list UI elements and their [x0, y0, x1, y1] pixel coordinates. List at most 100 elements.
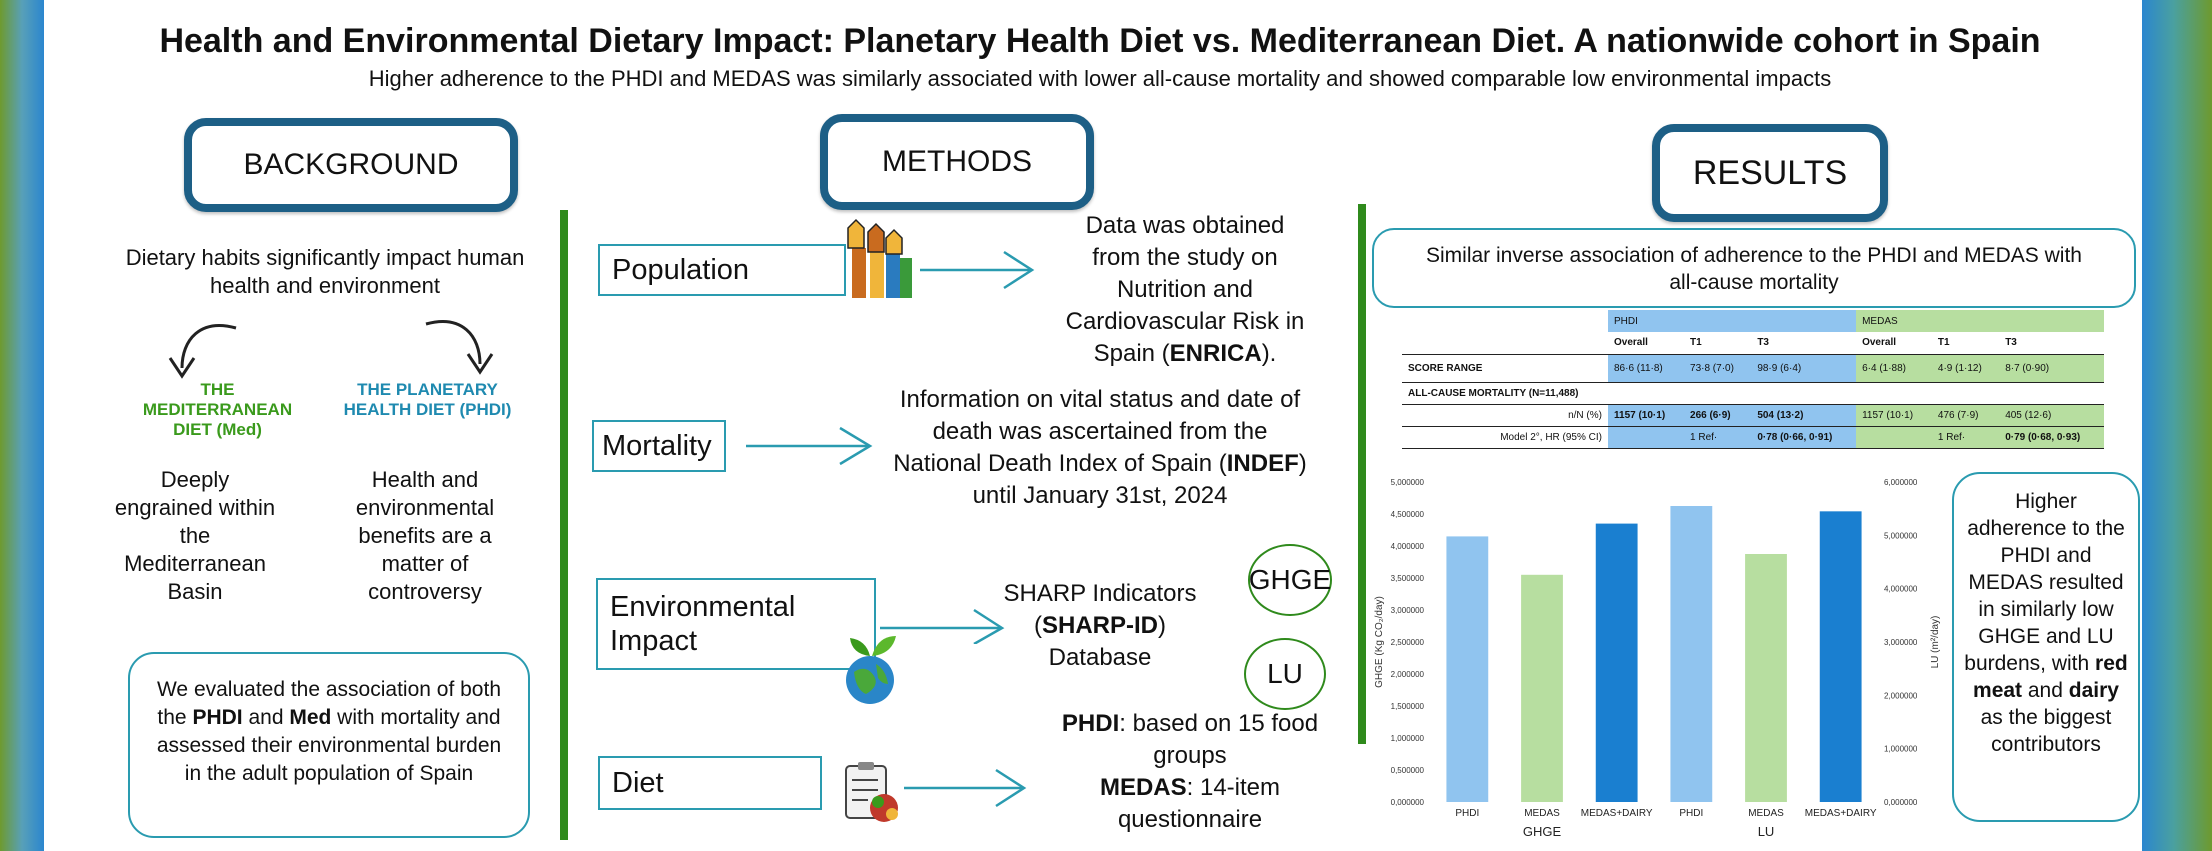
- population-desc-text: Data was obtained from the study on Nutr…: [1065, 212, 1305, 367]
- right-decorative-edge: [2142, 0, 2212, 851]
- diet-description: PHDI: based on 15 food groups MEDAS: 14-…: [1040, 708, 1340, 836]
- x-category-label: PHDI: [1455, 808, 1479, 819]
- left-axis-tick-label: 1,000000: [1391, 734, 1425, 743]
- table-row: ALL-CAUSE MORTALITY (N=11,488): [1402, 382, 2104, 404]
- aim-box: We evaluated the association of both the…: [128, 652, 530, 838]
- table-cell: 73·8 (7·0): [1684, 354, 1752, 382]
- background-intro: Dietary habits significantly impact huma…: [125, 245, 525, 298]
- chart-bar: [1745, 554, 1787, 802]
- aim-med-bold: Med: [289, 706, 332, 729]
- population-description: Data was obtained from the study on Nutr…: [1060, 210, 1310, 370]
- raised-hands-icon: [847, 218, 912, 298]
- summary-dairy-bold: dairy: [2068, 679, 2119, 702]
- right-axis-tick-label: 0,000000: [1884, 798, 1918, 807]
- earth-plant-icon: [846, 636, 896, 704]
- diet-medas-text: : 14-item questionnaire: [1117, 774, 1281, 833]
- aim-phdi-bold: PHDI: [192, 706, 243, 729]
- table-cell: 86·6 (11·8): [1608, 354, 1685, 382]
- table-cell: [1608, 426, 1685, 448]
- table-cell: 6·4 (1·88): [1856, 354, 1932, 382]
- mortality-box: Mortality: [592, 420, 726, 472]
- environment-box: Environmental Impact: [596, 578, 876, 670]
- x-category-label: MEDAS+DAIRY: [1805, 808, 1877, 819]
- summary-box: Higher adherence to the PHDI and MEDAS r…: [1952, 472, 2140, 822]
- left-axis-tick-label: 1,500000: [1391, 702, 1425, 711]
- right-axis-tick-label: 5,000000: [1884, 531, 1918, 540]
- left-axis-tick-label: 4,000000: [1391, 542, 1425, 551]
- diet-label: Diet: [612, 766, 664, 799]
- right-axis-tick-label: 6,000000: [1884, 478, 1918, 487]
- left-decorative-edge: [0, 0, 44, 851]
- table-group-phdi: PHDI: [1608, 310, 1857, 332]
- left-axis-tick-label: 2,000000: [1391, 670, 1425, 679]
- diet-medas-bold: MEDAS: [1099, 774, 1187, 801]
- page-title: Health and Environmental Dietary Impact:…: [159, 22, 2041, 60]
- results-header-label: RESULTS: [1692, 153, 1848, 192]
- mortality-label: Mortality: [602, 429, 712, 462]
- finding-text: Similar inverse association of adherence…: [1426, 244, 2082, 294]
- page-subtitle: Higher adherence to the PHDI and MEDAS w…: [368, 66, 1832, 91]
- right-axis-title: LU (m²/day): [1930, 616, 1941, 669]
- arrow-mortality-icon: [746, 426, 873, 466]
- summary-text: Higher adherence to the PHDI and MEDAS r…: [1954, 474, 2138, 758]
- column-divider-1: [560, 210, 568, 840]
- table-cell: 1 Ref·: [1684, 426, 1752, 448]
- table-cell: 0·78 (0·66, 0·91): [1751, 426, 1857, 448]
- results-table-grid: PHDI MEDAS Overall T1 T3 Overall T1 T3 S…: [1402, 310, 2104, 449]
- table-row: SCORE RANGE 86·6 (11·8) 73·8 (7·0) 98·9 …: [1402, 354, 2104, 382]
- environment-label: Environmental Impact: [610, 591, 796, 657]
- x-category-label: MEDAS: [1524, 808, 1560, 819]
- x-group-label: LU: [1758, 824, 1775, 839]
- table-group-medas: MEDAS: [1856, 310, 2104, 332]
- table-row-label: n/N (%): [1568, 409, 1602, 421]
- chart-bar: [1595, 523, 1638, 802]
- arrow-diet-icon: [904, 768, 1027, 808]
- population-desc-bold: ENRICA: [1169, 340, 1262, 367]
- diet-phdi-bold: PHDI: [1061, 710, 1120, 737]
- table-cell: 1 Ref·: [1931, 426, 2000, 448]
- table-cell: 476 (7·9): [1931, 404, 2000, 426]
- left-axis-tick-label: 0,500000: [1391, 766, 1425, 775]
- summary-text-part: as the biggest contributors: [1980, 706, 2112, 756]
- diet-phdi-line: PHDI: based on 15 food groups: [1040, 708, 1340, 772]
- x-category-label: PHDI: [1679, 808, 1703, 819]
- table-cell: 266 (6·9): [1684, 404, 1752, 426]
- table-col-header: T1: [1937, 337, 1950, 349]
- left-axis-tick-label: 0,000000: [1391, 798, 1425, 807]
- table-cell: 1157 (10·1): [1608, 404, 1685, 426]
- table-col-header: T1: [1690, 337, 1702, 349]
- background-header-label: BACKGROUND: [243, 148, 459, 181]
- mortality-desc-bold: INDEF: [1226, 450, 1299, 477]
- results-header: RESULTS: [1652, 124, 1888, 222]
- mortality-desc-text: ) until January 31st, 2024: [972, 450, 1307, 509]
- left-axis-tick-label: 2,500000: [1391, 638, 1425, 647]
- curved-arrow-med-icon: [168, 324, 237, 379]
- chart-bar: [1446, 536, 1489, 802]
- left-axis-tick-label: 5,000000: [1391, 478, 1425, 487]
- table-cell: 8·7 (0·90): [1999, 354, 2104, 382]
- environment-desc-text: SHARP Indicators (: [1003, 580, 1197, 639]
- table-cell: [1856, 426, 1932, 448]
- table-cell: [1402, 332, 1608, 354]
- table-col-header: Overall: [1862, 337, 1897, 349]
- clipboard-food-icon: [845, 762, 898, 822]
- arrow-environment-icon: [880, 608, 1005, 644]
- phdi-diet-name: THE PLANETARY HEALTH DIET (PHDI): [343, 380, 512, 419]
- chart-bar: [1819, 511, 1862, 802]
- med-description: Deeply engrained within the Mediterranea…: [114, 467, 276, 604]
- finding-box: Similar inverse association of adherence…: [1372, 228, 2136, 308]
- population-box: Population: [598, 244, 846, 296]
- ghge-circle: GHGE: [1248, 544, 1332, 616]
- mortality-desc-text: Information on vital status and date of …: [893, 386, 1301, 477]
- table-row-label: SCORE RANGE: [1408, 362, 1483, 374]
- left-axis-tick-label: 3,000000: [1391, 606, 1425, 615]
- diet-phdi-text: : based on 15 food groups: [1119, 710, 1319, 769]
- mortality-description: Information on vital status and date of …: [890, 384, 1310, 512]
- table-cell: 4·9 (1·12): [1931, 354, 2000, 382]
- left-axis-tick-label: 3,500000: [1391, 574, 1425, 583]
- table-cell: 405 (12·6): [1999, 404, 2104, 426]
- table-cell: 1157 (10·1): [1856, 404, 1932, 426]
- right-axis-tick-label: 2,000000: [1884, 691, 1918, 700]
- methods-header-label: METHODS: [882, 145, 1032, 178]
- x-category-label: MEDAS: [1748, 808, 1784, 819]
